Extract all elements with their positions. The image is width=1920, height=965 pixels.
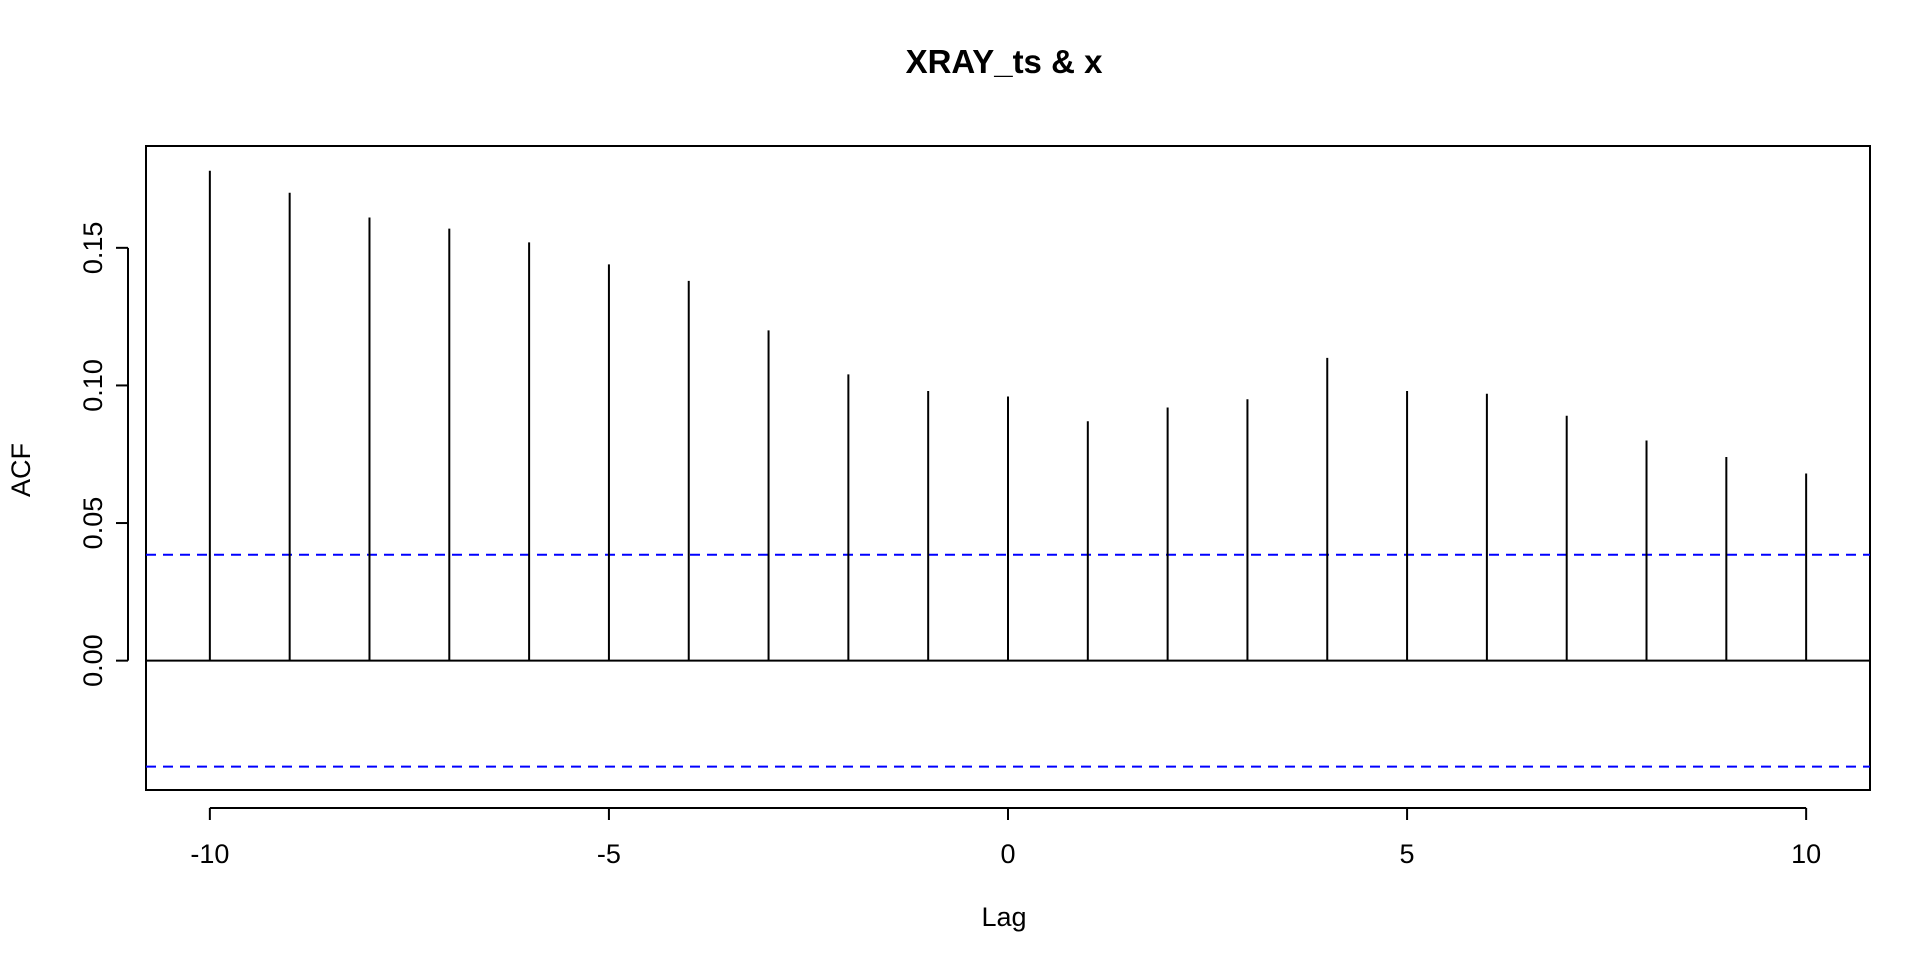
- x-tick-label: 10: [1791, 839, 1821, 869]
- plot-frame: [145, 145, 1871, 791]
- y-tick-label: 0.00: [78, 634, 108, 687]
- y-axis-title: ACF: [6, 443, 36, 497]
- x-tick-label: 5: [1400, 839, 1415, 869]
- chart-title: XRAY_ts & x: [906, 43, 1104, 80]
- x-axis-title: Lag: [981, 902, 1026, 932]
- x-tick-label: 0: [1000, 839, 1015, 869]
- y-tick-label: 0.15: [78, 222, 108, 275]
- y-tick-label: 0.05: [78, 497, 108, 550]
- y-tick-label: 0.10: [78, 359, 108, 412]
- x-tick-label: -5: [597, 839, 621, 869]
- x-tick-label: -10: [190, 839, 229, 869]
- plot-marks: -10 -5 0 5 10 0.00 0.05 0.10 0.15: [78, 170, 1870, 869]
